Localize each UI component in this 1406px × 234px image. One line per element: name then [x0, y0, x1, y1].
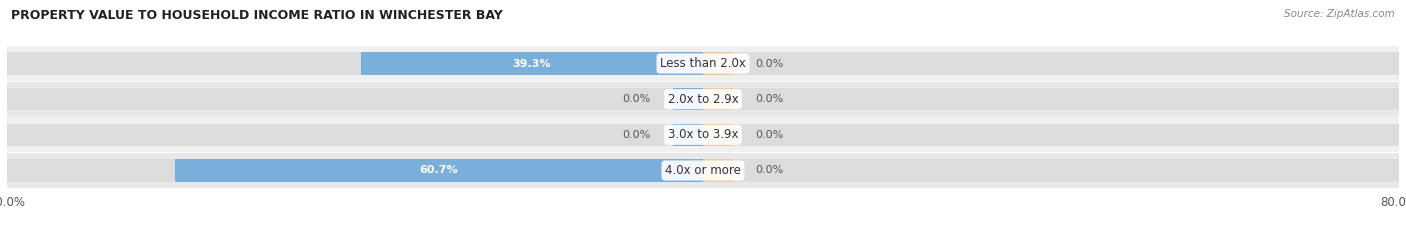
Bar — [7, 52, 1399, 75]
Text: 4.0x or more: 4.0x or more — [665, 164, 741, 177]
Text: 0.0%: 0.0% — [755, 94, 783, 104]
Text: PROPERTY VALUE TO HOUSEHOLD INCOME RATIO IN WINCHESTER BAY: PROPERTY VALUE TO HOUSEHOLD INCOME RATIO… — [11, 9, 503, 22]
Text: 2.0x to 2.9x: 2.0x to 2.9x — [668, 93, 738, 106]
Bar — [7, 124, 1399, 146]
Text: 60.7%: 60.7% — [419, 165, 458, 176]
Text: Source: ZipAtlas.com: Source: ZipAtlas.com — [1284, 9, 1395, 19]
Text: Less than 2.0x: Less than 2.0x — [659, 57, 747, 70]
Text: 39.3%: 39.3% — [513, 58, 551, 69]
Bar — [672, 124, 703, 146]
Bar — [7, 88, 1399, 110]
Text: 0.0%: 0.0% — [623, 130, 651, 140]
Bar — [7, 159, 1399, 182]
Text: 0.0%: 0.0% — [755, 58, 783, 69]
Bar — [703, 124, 734, 146]
Bar — [672, 88, 703, 110]
Bar — [703, 159, 734, 182]
Text: 0.0%: 0.0% — [623, 94, 651, 104]
Text: 0.0%: 0.0% — [755, 130, 783, 140]
Text: 0.0%: 0.0% — [755, 165, 783, 176]
Text: 3.0x to 3.9x: 3.0x to 3.9x — [668, 128, 738, 141]
Bar — [174, 159, 703, 182]
Bar — [703, 52, 734, 75]
Bar — [7, 82, 1399, 117]
Bar — [703, 88, 734, 110]
Bar — [7, 117, 1399, 152]
Bar — [361, 52, 703, 75]
Bar — [7, 46, 1399, 81]
Bar — [7, 153, 1399, 188]
